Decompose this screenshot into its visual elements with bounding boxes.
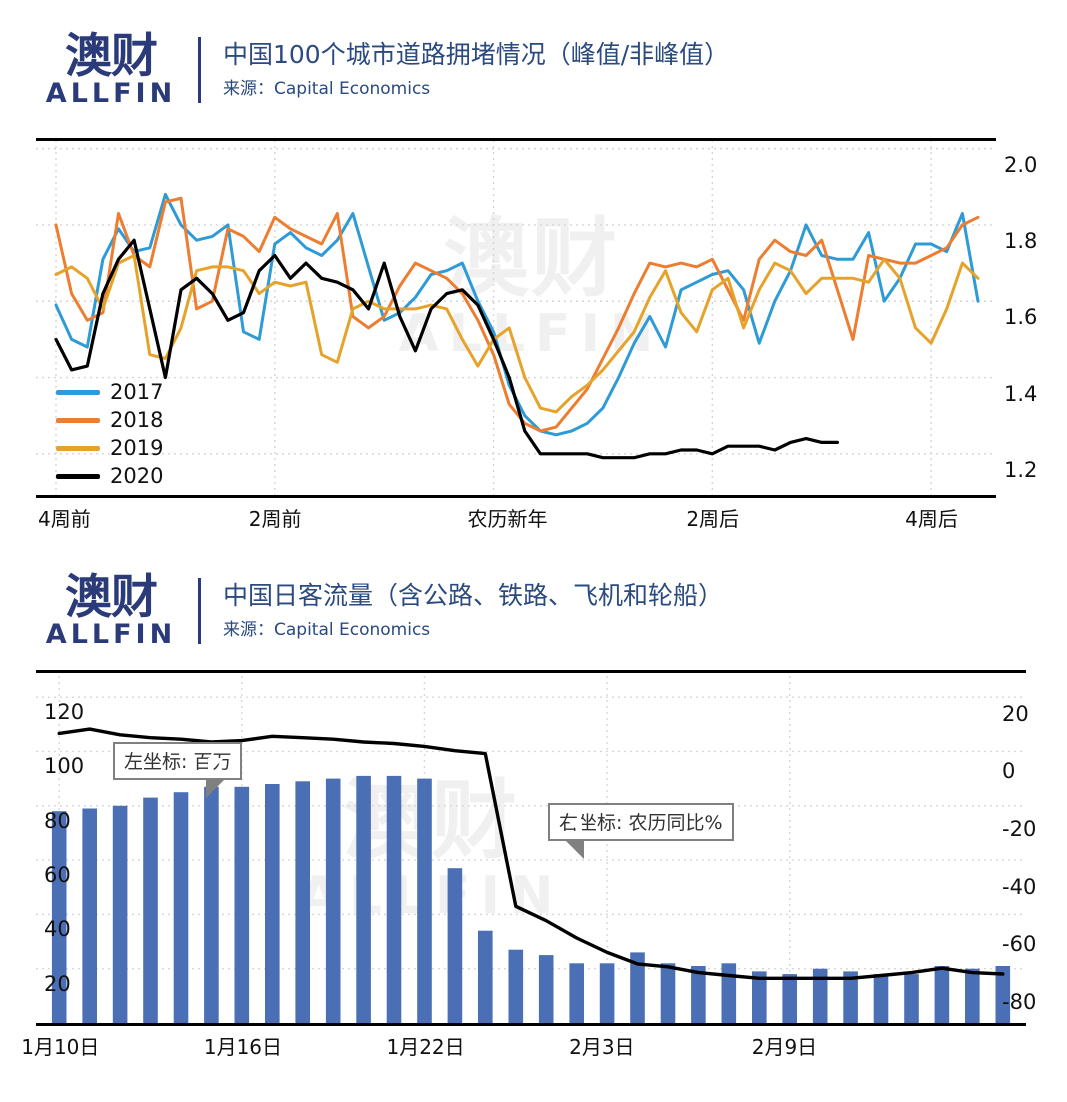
chart1-bottom-rule <box>36 495 996 498</box>
chart1-plot <box>36 140 996 495</box>
allfin-logo: 澳财 ALLFIN <box>36 24 186 116</box>
legend-color-swatch <box>56 473 100 479</box>
logo-accent-stroke <box>117 585 144 629</box>
chart1-xtick-label: 2周前 <box>248 507 302 531</box>
chart1-legend-item[interactable]: 2018 <box>56 406 163 434</box>
chart1-legend-item[interactable]: 2020 <box>56 462 163 490</box>
panel2-source: 来源：Capital Economics <box>223 620 431 640</box>
chart1-top-rule <box>36 138 996 141</box>
chart1-ytick-label: 1.6 <box>1004 305 1038 330</box>
chart2-left-ytick-label: 120 <box>44 700 85 725</box>
legend-color-swatch <box>56 445 100 451</box>
traffic-congestion-chart: 澳财 ALLFIN <box>36 138 996 498</box>
logo-accent-stroke <box>117 44 144 88</box>
callout-tail-inner <box>208 758 225 774</box>
chart2-right-ytick-label: -80 <box>1002 989 1037 1014</box>
chart2-right-ytick-label: -20 <box>1002 817 1037 842</box>
chart1-ytick-label: 2.0 <box>1004 152 1038 177</box>
panel1-header: 澳财 ALLFIN 中国100个城市道路拥堵情况（峰值/非峰值） 来源：Capi… <box>36 24 729 116</box>
right-axis-callout-label: 右坐标: 农历同比% <box>559 812 723 834</box>
chart2-xtick-label: 1月22日 <box>386 1035 465 1059</box>
chart2-xtick-label: 2月9日 <box>751 1035 818 1059</box>
legend-color-swatch <box>56 417 100 423</box>
passenger-traffic-chart: 澳财 ALLFIN <box>36 670 1026 1026</box>
chart2-left-ytick-label: 40 <box>44 917 71 942</box>
chart2-top-rule <box>36 670 1026 673</box>
logo-english-text-2: ALLFIN <box>45 619 177 650</box>
chart1-xtick-label: 农历新年 <box>467 507 548 531</box>
callout-tail-inner <box>566 819 582 835</box>
chart1-legend-item[interactable]: 2019 <box>56 434 163 462</box>
chart2-xtick-label: 1月10日 <box>21 1035 100 1059</box>
panel1-title: 中国100个城市道路拥堵情况（峰值/非峰值） <box>223 40 730 69</box>
panel1-title-group: 中国100个城市道路拥堵情况（峰值/非峰值） 来源：Capital Econom… <box>223 38 729 102</box>
chart1-xtick-label: 4周后 <box>905 507 958 531</box>
chart2-xtick-label: 2月3日 <box>569 1035 635 1059</box>
chart2-left-ytick-label: 20 <box>44 971 71 996</box>
header-divider <box>198 37 201 103</box>
left-axis-callout: 左坐标: 百万 <box>113 742 243 798</box>
chart1-legend: 2017 2018 2019 2020 <box>56 378 163 490</box>
legend-series-label: 2018 <box>110 408 164 432</box>
chart1-xtick-label: 4周前 <box>38 507 91 531</box>
chart2-left-ytick-label: 80 <box>44 808 71 833</box>
chart2-right-ytick-label: 0 <box>1002 759 1016 784</box>
chart2-bottom-rule <box>36 1023 1026 1026</box>
logo-english-text: ALLFIN <box>45 78 177 109</box>
logo-chinese-text-2: 澳财 <box>65 573 158 629</box>
chart1-legend-item[interactable]: 2017 <box>56 378 163 406</box>
allfin-logo-2: 澳财 ALLFIN <box>36 565 186 657</box>
chart2-left-ytick-label: 60 <box>44 863 71 888</box>
chart2-plot <box>36 670 1026 1023</box>
left-axis-callout-label: 左坐标: 百万 <box>124 751 232 773</box>
chart2-right-ytick-label: 20 <box>1002 701 1029 726</box>
logo-chinese-text: 澳财 <box>65 32 158 88</box>
legend-series-label: 2019 <box>110 436 164 460</box>
chart2-right-ytick-label: -60 <box>1002 932 1037 957</box>
chart2-left-ytick-label: 100 <box>44 754 85 779</box>
chart1-ytick-label: 1.2 <box>1004 457 1038 482</box>
panel2-title-group: 中国日客流量（含公路、铁路、飞机和轮船） 来源：Capital Economic… <box>223 579 723 643</box>
panel2-title: 中国日客流量（含公路、铁路、飞机和轮船） <box>223 581 724 610</box>
callout-tail <box>564 819 584 859</box>
legend-series-label: 2020 <box>110 464 164 488</box>
panel1-source: 来源：Capital Economics <box>223 79 431 99</box>
legend-series-label: 2017 <box>110 380 164 404</box>
chart1-xtick-label: 2周后 <box>686 507 740 531</box>
legend-color-swatch <box>56 389 100 395</box>
chart1-ytick-label: 1.4 <box>1004 381 1038 406</box>
chart2-right-ytick-label: -40 <box>1002 874 1037 899</box>
chart2-xtick-label: 1月16日 <box>203 1035 283 1059</box>
right-axis-callout: 右坐标: 农历同比% <box>548 803 734 859</box>
header-divider-2 <box>198 578 201 644</box>
chart1-ytick-label: 1.8 <box>1004 228 1038 253</box>
panel2-header: 澳财 ALLFIN 中国日客流量（含公路、铁路、飞机和轮船） 来源：Capita… <box>36 565 723 657</box>
callout-tail <box>206 758 227 798</box>
